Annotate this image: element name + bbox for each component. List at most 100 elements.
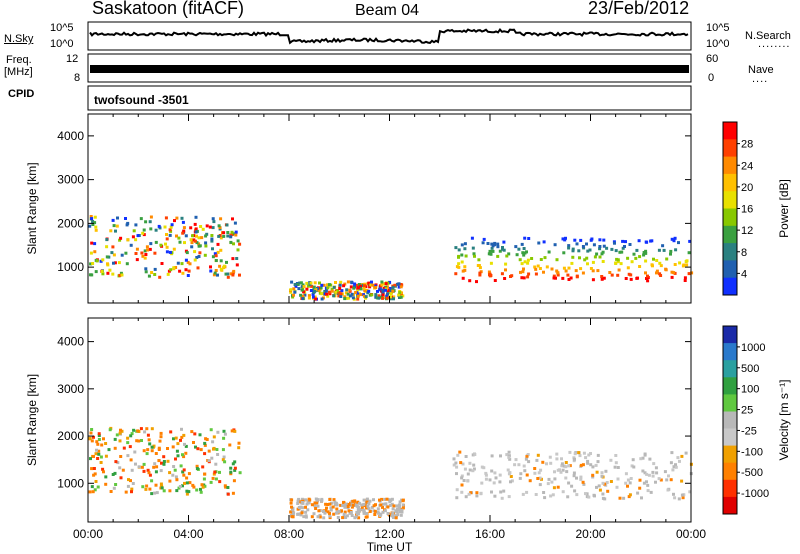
echo-cell	[494, 476, 498, 480]
echo-cell	[289, 510, 293, 514]
echo-cell	[561, 276, 565, 280]
echo-cell	[391, 285, 395, 289]
echo-cell	[93, 488, 97, 492]
echo-cell	[673, 263, 677, 266]
echo-cell	[674, 465, 678, 469]
echo-cell	[159, 482, 163, 486]
echo-cell	[490, 242, 494, 246]
echo-cell	[297, 287, 301, 291]
echo-cell	[547, 250, 551, 254]
echo-cell	[573, 238, 577, 242]
echo-cell	[356, 507, 360, 511]
colorbar-swatch	[723, 428, 737, 447]
echo-cell	[466, 479, 470, 483]
echo-cell	[233, 466, 237, 470]
echo-cell	[238, 471, 242, 475]
echo-cell	[522, 464, 526, 468]
echo-cell	[195, 256, 199, 259]
echo-cell	[330, 289, 334, 293]
echo-cell	[586, 262, 589, 266]
echo-cell	[216, 453, 220, 456]
echo-cell	[113, 261, 117, 265]
echo-cell	[177, 236, 181, 240]
echo-cell	[471, 469, 475, 473]
echo-cell	[457, 255, 460, 259]
echo-cell	[223, 432, 227, 436]
echo-cell	[197, 242, 201, 246]
echo-cell	[535, 458, 539, 462]
echo-cell	[659, 264, 663, 268]
echo-cell	[555, 452, 559, 456]
echo-cell	[351, 296, 355, 300]
echo-cell	[328, 502, 332, 506]
echo-cell	[218, 264, 222, 268]
echo-cell	[637, 239, 641, 243]
echo-cell	[367, 289, 371, 293]
echo-cell	[525, 490, 529, 494]
echo-cell	[171, 445, 175, 449]
echo-cell	[190, 430, 194, 434]
echo-cell	[366, 504, 370, 508]
echo-cell	[320, 283, 324, 287]
echo-cell	[391, 289, 395, 293]
echo-cell	[523, 251, 527, 255]
echo-cell	[631, 458, 635, 462]
echo-cell	[210, 234, 214, 237]
echo-cell	[209, 269, 213, 273]
echo-cell	[291, 515, 295, 519]
echo-cell	[651, 470, 655, 474]
echo-cell	[564, 461, 568, 464]
echo-cell	[356, 294, 360, 298]
echo-cell	[395, 507, 399, 511]
echo-cell	[213, 470, 217, 474]
echo-cell	[185, 481, 189, 485]
echo-cell	[658, 272, 662, 276]
echo-cell	[176, 261, 180, 265]
echo-cell	[214, 462, 218, 466]
echo-cell	[498, 249, 502, 253]
echo-cell	[182, 226, 186, 230]
echo-cell	[153, 273, 157, 276]
echo-cell	[104, 442, 108, 445]
echo-cell	[585, 256, 589, 260]
echo-cell	[166, 459, 170, 463]
echo-cell	[533, 467, 537, 470]
echo-cell	[236, 248, 240, 252]
echo-cell	[635, 248, 639, 252]
echo-cell	[331, 505, 335, 509]
echo-cell	[109, 229, 113, 233]
echo-cell	[488, 249, 492, 253]
echo-cell	[234, 230, 238, 234]
echo-cell	[203, 484, 207, 488]
echo-cell	[89, 457, 92, 461]
echo-cell	[191, 483, 195, 487]
echo-cell	[90, 439, 94, 443]
echo-cell	[509, 480, 512, 484]
echo-cell	[326, 510, 330, 514]
echo-cell	[205, 232, 209, 236]
echo-cell	[136, 429, 140, 433]
echo-cell	[94, 452, 98, 456]
echo-cell	[119, 455, 123, 458]
echo-cell	[539, 258, 543, 261]
colorbar-tick-label: 100	[741, 384, 759, 396]
echo-cell	[91, 262, 95, 265]
echo-cell	[374, 286, 378, 289]
echo-cell	[452, 457, 456, 461]
echo-cell	[173, 219, 176, 223]
echo-cell	[344, 291, 348, 295]
echo-cell	[132, 229, 136, 233]
echo-cell	[132, 428, 136, 432]
echo-cell	[377, 294, 381, 298]
nsky-tick-bottom: 10^0	[50, 38, 74, 50]
echo-cell	[568, 450, 572, 454]
colorbar-tick-label: -500	[741, 467, 763, 479]
echo-cell	[94, 270, 98, 274]
echo-cell	[188, 262, 192, 266]
echo-cell	[180, 216, 184, 220]
echo-cell	[462, 479, 466, 482]
echo-cell	[574, 269, 578, 273]
echo-cell	[555, 269, 559, 273]
echo-cell	[213, 271, 217, 275]
echo-cell	[464, 495, 468, 499]
